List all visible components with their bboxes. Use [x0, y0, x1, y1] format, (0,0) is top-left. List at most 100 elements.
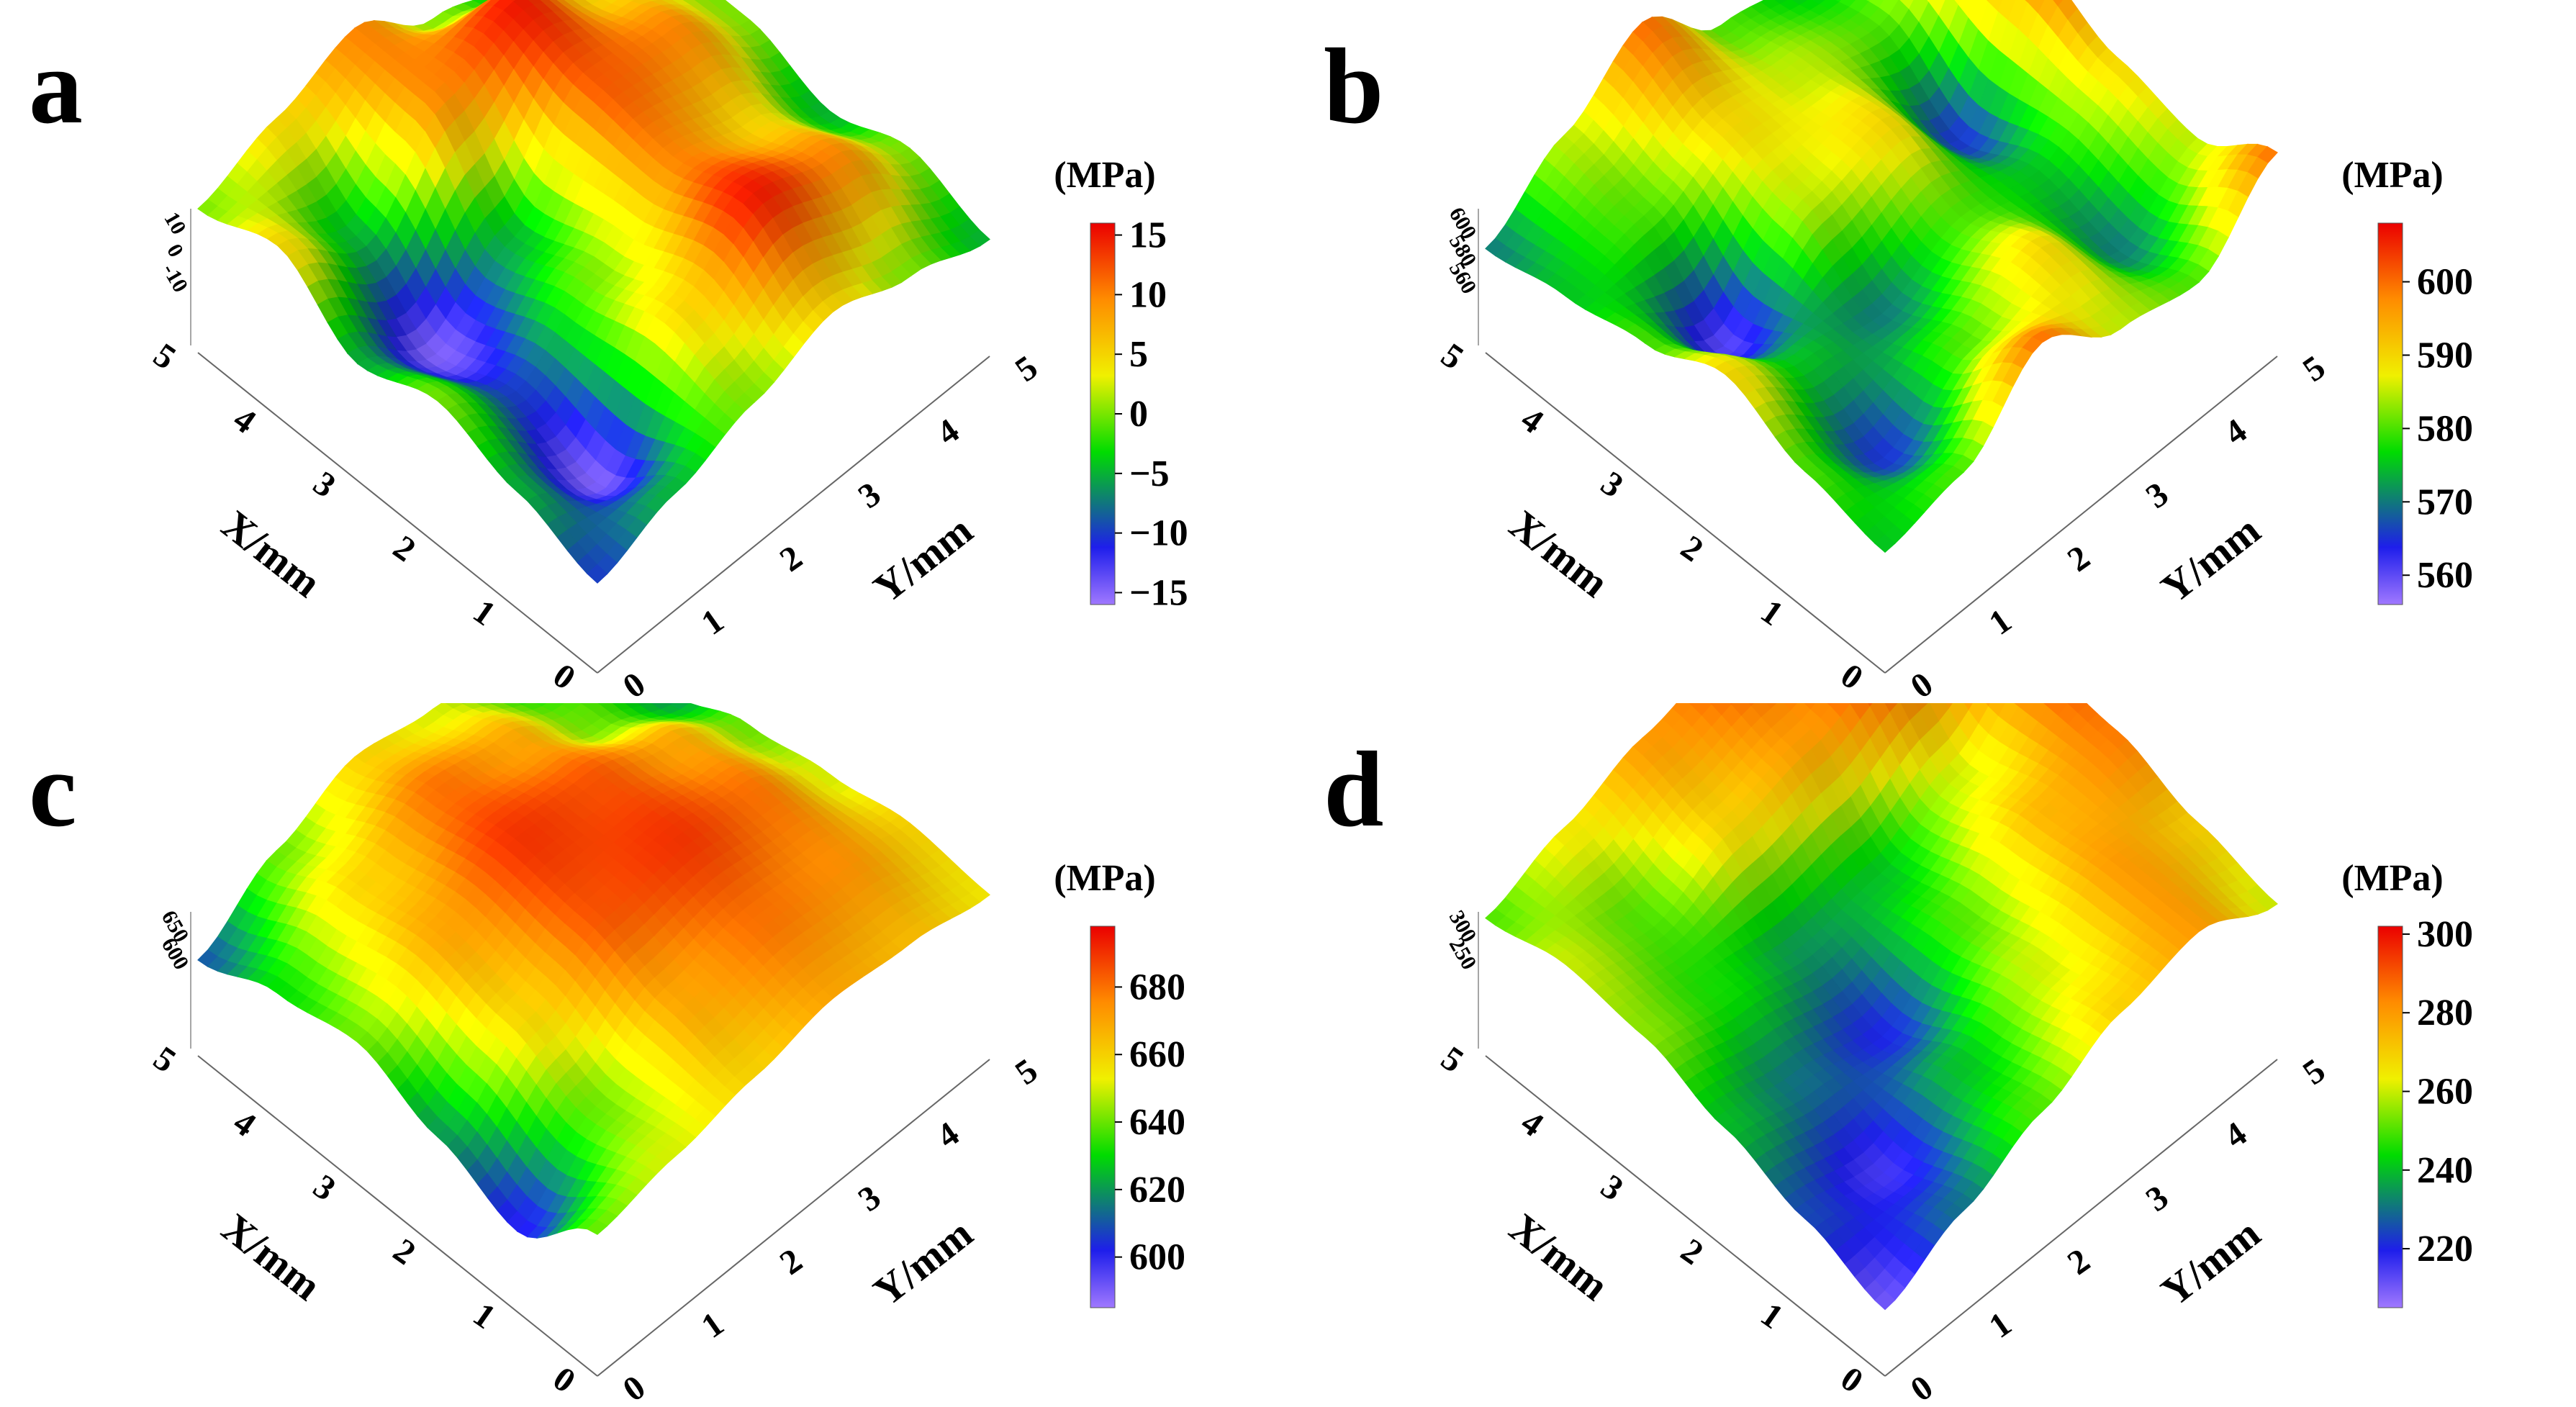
x-tick-label: 1	[466, 1295, 502, 1336]
x-tick-label: 3	[307, 464, 343, 505]
surface-cell	[587, 564, 608, 584]
y-tick-label: 3	[2139, 475, 2175, 516]
floor-axes	[197, 352, 990, 674]
x-tick-label: 0	[546, 656, 582, 697]
x-tick-label: 1	[466, 592, 502, 633]
colorbar-tick-label: 570	[2417, 481, 2473, 522]
x-axis-line	[197, 352, 598, 674]
x-tick-label: 3	[307, 1167, 343, 1208]
surface	[1485, 0, 2278, 553]
y-tick-label: 1	[695, 602, 731, 643]
colorbar-tick-label: 0	[1129, 394, 1148, 435]
x-tick-label: 0	[1834, 656, 1870, 697]
surface-cell	[587, 1219, 608, 1235]
colorbar	[1090, 222, 1116, 605]
y-tick-label: 4	[930, 412, 966, 453]
y-tick-label: 2	[773, 538, 809, 579]
panel-label-d: d	[1324, 730, 1383, 849]
colorbar-tick-label: 15	[1129, 215, 1167, 256]
colorbar-tick-label: 590	[2417, 335, 2473, 376]
x-tick-label: 3	[1594, 464, 1630, 505]
x-tick-label: 5	[147, 1039, 183, 1080]
panel-b: b 0 1 2 3 4 5 0 1 2 3 4 5 X/mm Y/mm 600 580 560 (MPa) 600 59…	[1288, 0, 2575, 703]
x-tick-label: 4	[227, 1103, 263, 1144]
x-tick-label: 2	[387, 1231, 422, 1272]
z-tick-label: 560	[1445, 258, 1481, 298]
x-tick-label: 4	[1514, 400, 1550, 441]
colorbar-tick-label: −15	[1129, 572, 1188, 613]
surface	[1485, 703, 2278, 1311]
x-tick-label: 0	[546, 1360, 582, 1401]
y-axis-line	[1884, 1059, 2278, 1377]
floor-axes	[197, 1055, 990, 1377]
colorbar-tick-label: 5	[1129, 334, 1148, 375]
z-tick-label: 0	[162, 240, 188, 261]
y-tick-label: 0	[616, 1368, 652, 1406]
colorbar-tick-label: −10	[1129, 513, 1188, 554]
y-tick-label: 5	[1008, 1051, 1044, 1092]
x-axis-label: X/mm	[213, 1204, 330, 1309]
surface	[197, 703, 990, 1239]
colorbar-tick-label: 600	[2417, 262, 2473, 303]
surface	[197, 0, 990, 584]
y-tick-label: 4	[930, 1115, 966, 1156]
colorbar-tick-label: 620	[1129, 1170, 1185, 1211]
colorbar-title: (MPa)	[1054, 155, 1155, 196]
x-tick-label: 2	[1674, 528, 1710, 569]
x-axis-line	[1485, 352, 1886, 674]
colorbar-tick-label: 680	[1129, 967, 1185, 1008]
colorbar-tick-label: 600	[1129, 1237, 1185, 1278]
colorbar-tick-label: 10	[1129, 274, 1167, 315]
y-axis-line	[1884, 356, 2278, 674]
x-axis-line	[1485, 1055, 1886, 1377]
y-tick-label: 2	[773, 1241, 809, 1282]
x-tick-label: 5	[1434, 336, 1470, 377]
x-tick-label: 4	[227, 400, 263, 441]
y-tick-label: 5	[2296, 348, 2332, 389]
colorbar-tick-label: 640	[1129, 1102, 1185, 1143]
surface-cell	[1874, 534, 1896, 553]
colorbar-tick-label: 560	[2417, 555, 2473, 596]
y-tick-label: 4	[2218, 412, 2254, 453]
y-tick-label: 0	[616, 665, 652, 703]
colorbar-tick-label: 660	[1129, 1034, 1185, 1075]
y-tick-label: 5	[1008, 348, 1044, 389]
z-tick-label: 10	[159, 208, 191, 238]
x-axis-label: X/mm	[1501, 501, 1617, 606]
y-tick-label: 1	[695, 1305, 731, 1346]
colorbar-title: (MPa)	[1054, 858, 1155, 899]
z-tick-label: 600	[157, 934, 194, 974]
panel-label-b: b	[1324, 27, 1383, 146]
y-axis-label: Y/mm	[864, 507, 981, 612]
y-axis-line	[597, 356, 990, 674]
colorbar-title: (MPa)	[2341, 155, 2443, 196]
panel-label-c: c	[29, 730, 77, 849]
y-tick-label: 3	[851, 475, 887, 516]
x-tick-label: 2	[387, 528, 422, 569]
panel-label-a: a	[29, 27, 83, 146]
surface-cell	[516, 703, 530, 707]
x-tick-label: 1	[1754, 592, 1790, 633]
y-tick-label: 0	[1904, 665, 1940, 703]
panel-c: c 0 1 2 3 4 5 0 1 2 3 4 5 X/mm Y/mm 650 600 (MPa) 680 660 64…	[0, 703, 1288, 1406]
x-axis-label: X/mm	[213, 501, 330, 606]
x-axis-line	[197, 1055, 598, 1377]
z-tick-label: -10	[158, 260, 193, 297]
floor-axes	[1485, 352, 2278, 674]
y-tick-label: 3	[851, 1178, 887, 1219]
y-tick-label: 1	[1982, 602, 2018, 643]
panel-a: a 0 1 2 3 4 5 0 1 2 3 4 5 X/mm Y/mm 10 0 -10 (MPa) 15 10 5 0 −5…	[0, 0, 1288, 703]
x-tick-label: 5	[147, 336, 183, 377]
surface-cell	[2051, 0, 2064, 8]
colorbar-tick-label: 580	[2417, 408, 2473, 449]
panel-d: d 0 1 2 3 4 5 0 1 2 3 4 5 X/mm Y/mm 300 250 (MPa) 300 280 26…	[1288, 703, 2575, 1406]
surface-cell	[666, 703, 675, 706]
y-tick-label: 2	[2061, 538, 2097, 579]
y-axis-line	[597, 1059, 990, 1377]
colorbar-tick-label: −5	[1129, 453, 1170, 494]
colorbar	[2377, 222, 2403, 605]
